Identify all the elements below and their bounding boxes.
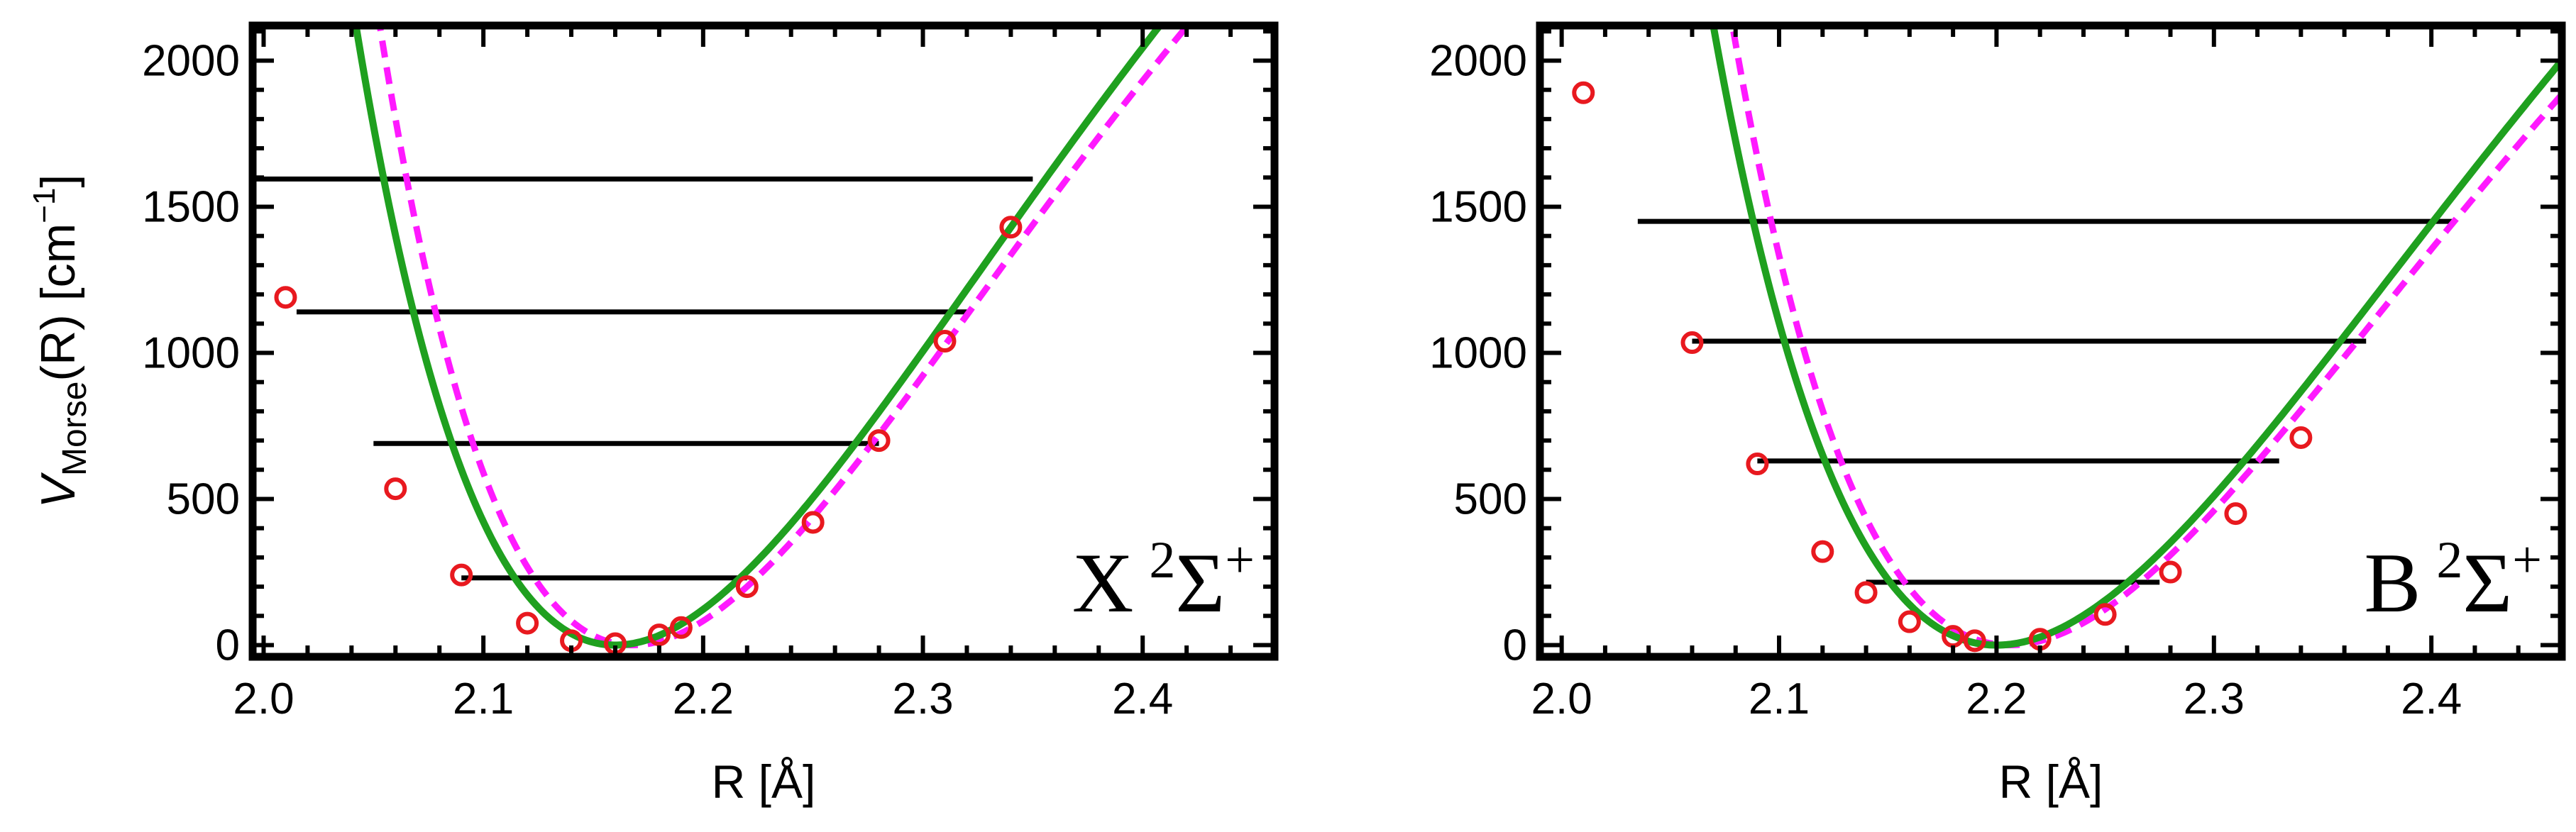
ab-initio-point [1898,610,1921,633]
ab-initio-point [647,623,671,647]
panel-x-state: 2.0 2.1 2.2 2.3 2.4 0 500 1000 1500 2000 R [Å] VM… [27,21,1279,808]
ab-initio-point [1680,331,1704,355]
y-label-rest: (R) [cm [31,223,85,382]
state-multiplicity: 2 [2436,531,2462,589]
ab-initio-point [1811,540,1834,563]
ab-initio-point [1854,581,1878,604]
y-tick-label: 2000 [1429,36,1527,85]
ab-initio-point [735,575,759,599]
y-tick-label: 1500 [142,182,240,231]
state-parity: + [1225,531,1255,589]
y-label-main: V [31,472,85,508]
x-axis-label: R [Å] [1999,755,2103,808]
x-axis-label: R [Å] [712,755,816,808]
x-tick-label: 2.3 [2184,675,2245,723]
ab-initio-point [2093,603,2117,626]
ab-initio-point [867,429,891,453]
x-tick-label: 2.3 [892,675,953,723]
ab-initio-point [669,616,693,639]
x-tick-label: 2.1 [1749,675,1810,723]
ab-initio-point [801,511,825,534]
ab-initio-points [1572,81,2313,653]
potential-curves [1710,26,2562,649]
potential-curves [352,26,1192,649]
morse-fit-curve [352,26,1165,649]
ab-initio-point [450,563,473,587]
x-tick-label: 2.4 [2401,675,2462,723]
ab-initio-point [999,216,1023,239]
y-label-end: ] [31,174,85,188]
state-symbol: Σ [1175,536,1225,630]
x-tick-label: 2.4 [1112,675,1173,723]
y-tick-label: 1000 [142,328,240,377]
y-label-subscript: Morse [56,382,94,476]
state-letter: B [2364,536,2421,630]
y-tick-label: 1500 [1429,182,1527,231]
y-tick-label: 1000 [1429,328,1527,377]
y-axis-label: VMorse(R) [cm−1] [27,174,94,509]
ab-initio-point [2224,502,2247,526]
x-tick-label: 2.1 [453,675,514,723]
vibrational-levels [253,176,1033,581]
ab-initio-point [2289,426,2313,449]
state-letter: X [1072,536,1134,630]
axis-tick-labels: 2.0 2.1 2.2 2.3 2.4 0 500 1000 1500 2000 [142,36,1173,723]
ab-initio-point [1963,629,1986,653]
ab-initio-point [933,330,957,353]
plot-frame [248,21,1279,661]
x-tick-label: 2.2 [1966,675,2027,723]
state-label: X 2Σ+ [1072,531,1255,630]
y-tick-label: 500 [167,475,240,524]
y-label-superscript: −1 [27,188,62,223]
x-tick-label: 2.0 [233,675,294,723]
state-symbol: Σ [2462,536,2512,630]
ab-initio-point [1572,81,1595,104]
morse-fit-curve [1710,26,2562,649]
x-tick-label: 2.2 [673,675,734,723]
state-label: B 2Σ+ [2364,531,2542,630]
state-multiplicity: 2 [1149,531,1175,589]
ab-initio-point [516,611,539,635]
y-tick-label: 0 [1503,621,1527,670]
state-parity: + [2512,531,2542,589]
ab-initio-points [274,216,1023,655]
ab-initio-point [1746,453,1769,476]
x-tick-label: 2.0 [1531,675,1592,723]
ab-initio-curve [376,26,1192,648]
y-tick-label: 0 [216,621,240,670]
vibrational-levels [1637,218,2453,585]
plot-frame [1536,21,2566,661]
axis-tick-labels: 2.0 2.1 2.2 2.3 2.4 0 500 1000 1500 2000 [1429,36,2462,723]
ab-initio-point [274,286,297,309]
ab-initio-point [384,477,407,501]
y-tick-label: 500 [1454,475,1527,524]
ab-initio-point [2159,560,2182,584]
y-tick-label: 2000 [142,36,240,85]
